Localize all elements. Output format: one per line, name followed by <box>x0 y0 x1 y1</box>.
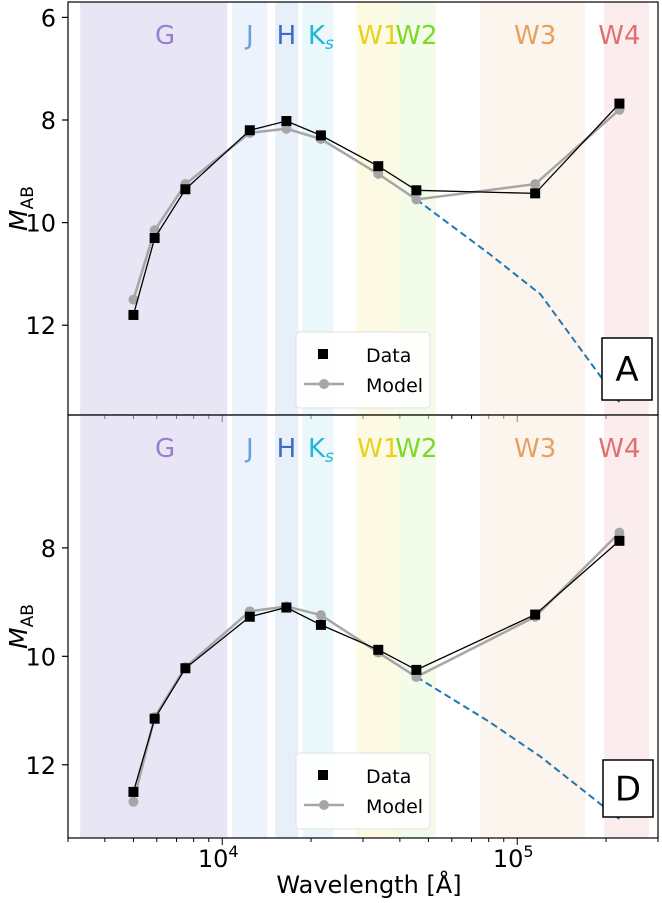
legend-data-label: Data <box>366 766 411 788</box>
panel-label-box <box>601 337 653 401</box>
band-shade-g <box>80 415 228 838</box>
band-label-h: H <box>277 434 297 464</box>
band-label-g: G <box>155 21 175 51</box>
legend: Data Model <box>295 752 431 830</box>
model-point <box>373 168 384 179</box>
legend-box <box>295 752 431 830</box>
legend-model-label: Model <box>366 796 423 818</box>
panel-label: D <box>615 770 641 810</box>
model-point <box>315 610 326 621</box>
model-point <box>614 527 625 538</box>
data-point <box>373 644 384 655</box>
data-point <box>244 125 255 136</box>
model-point <box>530 179 541 190</box>
band-label-j: J <box>244 434 254 464</box>
band-shade-w3 <box>480 415 586 838</box>
band-label-j: J <box>244 21 254 51</box>
y-tick-label: 12 <box>25 752 56 780</box>
band-label-w3: W3 <box>514 434 556 464</box>
legend-data-marker <box>318 349 328 359</box>
y-tick-label: 8 <box>41 535 56 563</box>
band-shade-j <box>232 2 268 415</box>
model-point <box>281 123 292 134</box>
band-label-g: G <box>155 434 175 464</box>
data-point <box>530 188 541 199</box>
band-shade-h <box>275 2 299 415</box>
legend: Data Model <box>295 331 431 409</box>
extrapolation-line <box>415 676 621 820</box>
band-label-w4: W4 <box>598 21 640 51</box>
band-label-w3: W3 <box>514 21 556 51</box>
legend-box <box>295 331 431 409</box>
data-point <box>180 184 191 195</box>
data-line <box>132 540 620 793</box>
legend-model-label: Model <box>366 375 423 397</box>
band-label-k: Ks <box>308 21 334 54</box>
y-tick-label: 10 <box>25 643 56 671</box>
band-shade-w3 <box>480 2 586 415</box>
legend-data-label: Data <box>366 345 411 367</box>
extrapolation-line <box>415 198 621 403</box>
data-point <box>373 161 384 172</box>
data-point <box>411 185 422 196</box>
data-line <box>132 103 620 316</box>
model-point <box>128 796 139 807</box>
band-label-w2: W2 <box>395 434 437 464</box>
data-point <box>281 116 292 127</box>
x-tick-label: 104 <box>198 842 239 873</box>
panel-label-box <box>602 759 654 818</box>
band-label-w1: W1 <box>357 434 399 464</box>
model-point <box>149 225 160 236</box>
model-line <box>132 531 621 803</box>
band-label-w2: W2 <box>395 21 437 51</box>
data-point <box>149 233 160 243</box>
x-tick-label: 105 <box>493 842 534 873</box>
band-label-w1: W1 <box>357 21 399 51</box>
data-point <box>614 535 625 546</box>
data-point <box>315 619 326 630</box>
data-point <box>128 786 139 797</box>
model-point <box>411 194 422 205</box>
legend-model-marker <box>319 800 329 810</box>
data-point <box>281 602 292 613</box>
band-label-h: H <box>277 21 297 51</box>
y-axis-label: MAB <box>4 186 38 231</box>
data-point <box>315 130 326 141</box>
y-tick-label: 10 <box>25 210 56 238</box>
y-axis-label: MAB <box>4 604 38 649</box>
data-point <box>180 663 191 674</box>
data-point <box>244 611 255 622</box>
data-point <box>411 664 422 675</box>
data-point <box>530 609 541 620</box>
band-shade-h <box>275 415 299 838</box>
data-point <box>149 713 160 724</box>
y-tick-label: 12 <box>25 312 56 340</box>
panel-label: A <box>615 350 638 390</box>
legend-data-marker <box>318 770 328 780</box>
x-axis-label: Wavelength [Å] <box>276 870 461 899</box>
y-tick-label: 6 <box>41 4 56 32</box>
data-point <box>614 98 625 109</box>
y-tick-label: 8 <box>41 107 56 135</box>
legend-model-marker <box>319 379 329 389</box>
data-point <box>128 309 139 320</box>
band-shade-g <box>80 2 228 415</box>
band-label-w4: W4 <box>598 434 640 464</box>
model-point <box>128 294 139 305</box>
